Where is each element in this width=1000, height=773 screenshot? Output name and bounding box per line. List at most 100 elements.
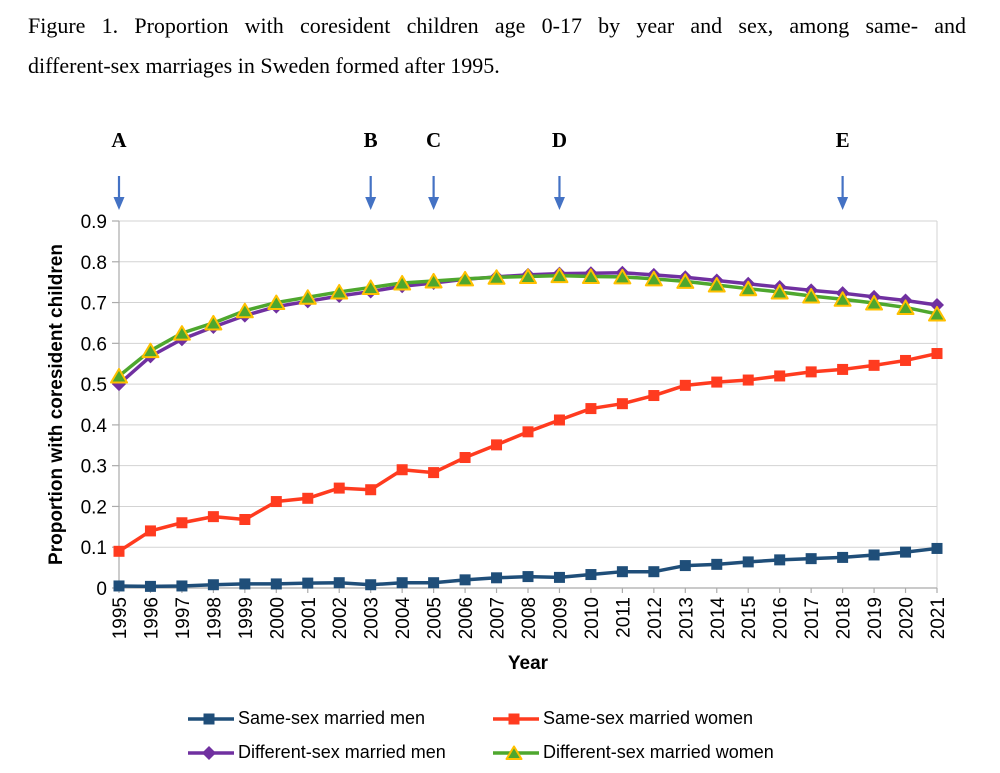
- down-arrow-icon: [365, 176, 377, 210]
- x-tick-label: 2000: [267, 597, 288, 639]
- x-tick-label: 2006: [456, 597, 477, 639]
- marker: [235, 302, 254, 319]
- y-tick-label: 0.3: [81, 457, 107, 478]
- marker: [204, 314, 223, 331]
- marker: [550, 267, 569, 284]
- y-tick-label: 0.4: [81, 416, 108, 437]
- marker: [581, 268, 600, 284]
- marker: [270, 496, 282, 508]
- legend-label: Same-sex married men: [238, 708, 426, 728]
- legend-label: Different-sex married women: [543, 742, 774, 762]
- marker: [711, 558, 723, 570]
- marker: [553, 414, 565, 426]
- x-tick-label: 2019: [865, 597, 886, 639]
- legend-item-same-sex-married-men: Same-sex married men: [188, 706, 493, 731]
- marker: [900, 546, 912, 558]
- marker: [679, 560, 691, 572]
- figure-caption: Figure 1. Proportion with coresident chi…: [28, 6, 966, 86]
- marker: [333, 577, 345, 589]
- marker: [176, 580, 188, 592]
- marker: [487, 269, 506, 285]
- marker: [616, 566, 628, 578]
- y-axis: 0 0.1 0.2 0.3 0.4 0.5 0.6 0.7 0.8 0.9: [81, 212, 120, 600]
- legend-item-different-sex-married-men: Different-sex married men: [188, 740, 493, 765]
- marker: [459, 574, 471, 586]
- marker: [613, 268, 632, 285]
- x-tick-label: 2005: [425, 597, 446, 639]
- marker: [361, 279, 380, 295]
- marker: [837, 551, 849, 563]
- y-tick-label: 0: [96, 579, 107, 600]
- marker: [239, 513, 251, 525]
- marker: [585, 403, 597, 415]
- marker: [113, 580, 125, 592]
- legend-label: Different-sex married men: [238, 742, 446, 762]
- marker: [207, 579, 219, 591]
- marker: [648, 566, 660, 578]
- marker: [456, 270, 475, 287]
- marker: [868, 359, 880, 371]
- marker: [833, 291, 852, 307]
- marker: [522, 426, 534, 438]
- x-tick-label: 1999: [236, 597, 257, 639]
- marker: [144, 525, 156, 537]
- marker: [770, 283, 789, 300]
- series-different-sex-married-women: [110, 267, 946, 384]
- series-same-sex-married-women: [113, 348, 943, 557]
- marker: [176, 517, 188, 529]
- marker: [739, 280, 758, 297]
- x-tick-label: 2011: [613, 597, 634, 638]
- legend-swatch-diamond-icon: [188, 745, 234, 760]
- marker: [522, 571, 534, 583]
- x-tick-label: 2012: [645, 597, 666, 639]
- legend-swatch-square-icon: [188, 713, 234, 724]
- y-tick-label: 0.7: [81, 294, 107, 315]
- marker: [459, 452, 471, 464]
- marker: [930, 298, 944, 313]
- marker: [141, 342, 160, 359]
- x-tick-label: 2018: [834, 597, 855, 639]
- y-tick-label: 0.6: [81, 334, 107, 355]
- legend-swatch-triangle-icon: [493, 745, 539, 760]
- marker: [491, 439, 503, 451]
- x-tick-label: 2015: [739, 597, 760, 639]
- y-tick-label: 0.8: [81, 253, 107, 274]
- marker: [428, 467, 440, 479]
- marker: [707, 277, 726, 293]
- marker: [172, 325, 191, 341]
- x-axis-title: Year: [508, 653, 549, 674]
- marker: [742, 374, 754, 386]
- x-tick-label: 1997: [173, 597, 194, 639]
- y-tick-label: 0.2: [81, 497, 107, 518]
- y-tick-label: 0.1: [81, 538, 107, 559]
- marker: [270, 578, 282, 590]
- x-tick-label: 2020: [897, 597, 918, 639]
- figure-caption-line2: different-sex marriages in Sweden formed…: [28, 53, 500, 78]
- x-tick-label: 2002: [330, 597, 351, 639]
- marker: [900, 354, 912, 366]
- annotation-letter-C: C: [426, 128, 441, 152]
- x-tick-label: 1998: [204, 597, 225, 639]
- marker: [868, 549, 880, 561]
- annotation-letter-E: E: [836, 128, 850, 152]
- legend-item-same-sex-married-women: Same-sex married women: [493, 706, 774, 731]
- down-arrow-icon: [837, 176, 849, 210]
- marker: [585, 569, 597, 581]
- marker: [508, 713, 520, 724]
- marker: [616, 398, 628, 410]
- legend-label: Same-sex married women: [543, 708, 754, 728]
- annotation-letter-A: A: [111, 128, 127, 152]
- down-arrow-icon: [553, 176, 565, 210]
- marker: [837, 363, 849, 375]
- marker: [931, 542, 943, 554]
- marker: [711, 376, 723, 388]
- annotation-letter-B: B: [364, 128, 378, 152]
- marker: [928, 305, 946, 322]
- legend-item-different-sex-married-women: Different-sex married women: [493, 740, 774, 765]
- marker: [519, 268, 537, 284]
- marker: [896, 299, 915, 315]
- marker: [113, 545, 125, 557]
- marker: [202, 745, 216, 760]
- marker: [553, 571, 565, 583]
- marker: [393, 274, 412, 291]
